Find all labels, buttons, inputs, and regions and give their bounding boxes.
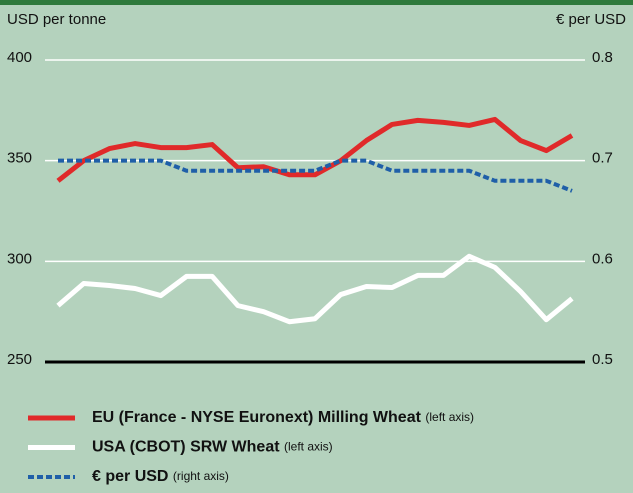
legend-entry: EU (France - NYSE Euronext) Milling Whea… bbox=[92, 409, 474, 426]
y2-axis-label: € per USD bbox=[556, 11, 626, 28]
y-tick-label: 400 bbox=[7, 49, 32, 66]
y2-tick-label: 0.7 bbox=[592, 150, 613, 167]
y-tick-label: 350 bbox=[7, 150, 32, 167]
y-tick-label: 250 bbox=[7, 351, 32, 368]
y-axis-label: USD per tonne bbox=[7, 11, 106, 28]
y2-tick-label: 0.8 bbox=[592, 49, 613, 66]
legend-axis-note: (left axis) bbox=[284, 440, 333, 454]
legend-entry: USA (CBOT) SRW Wheat (left axis) bbox=[92, 439, 333, 456]
legend-name: USA (CBOT) SRW Wheat bbox=[92, 439, 280, 456]
series-line bbox=[56, 116, 574, 183]
series-line bbox=[58, 158, 573, 193]
legend-axis-note: (right axis) bbox=[173, 469, 229, 483]
legend-entry: € per USD (right axis) bbox=[92, 468, 229, 485]
y2-tick-label: 0.6 bbox=[592, 250, 613, 267]
legend-axis-note: (left axis) bbox=[425, 410, 474, 424]
legend-name: EU (France - NYSE Euronext) Milling Whea… bbox=[92, 409, 422, 426]
y2-tick-label: 0.5 bbox=[592, 351, 613, 368]
top-band bbox=[0, 0, 633, 5]
y-tick-label: 300 bbox=[7, 250, 32, 267]
series-line bbox=[56, 253, 574, 325]
legend-name: € per USD bbox=[92, 468, 168, 485]
